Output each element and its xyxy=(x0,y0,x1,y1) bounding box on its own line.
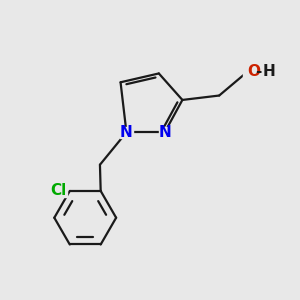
Text: Cl: Cl xyxy=(50,183,67,198)
Bar xyxy=(50,185,68,197)
Text: H: H xyxy=(262,64,275,80)
Bar xyxy=(158,127,171,138)
Bar xyxy=(244,66,268,78)
Text: -: - xyxy=(255,64,262,80)
Text: O: O xyxy=(247,64,260,80)
Bar xyxy=(120,127,133,138)
Text: N: N xyxy=(120,125,133,140)
Text: N: N xyxy=(158,125,171,140)
